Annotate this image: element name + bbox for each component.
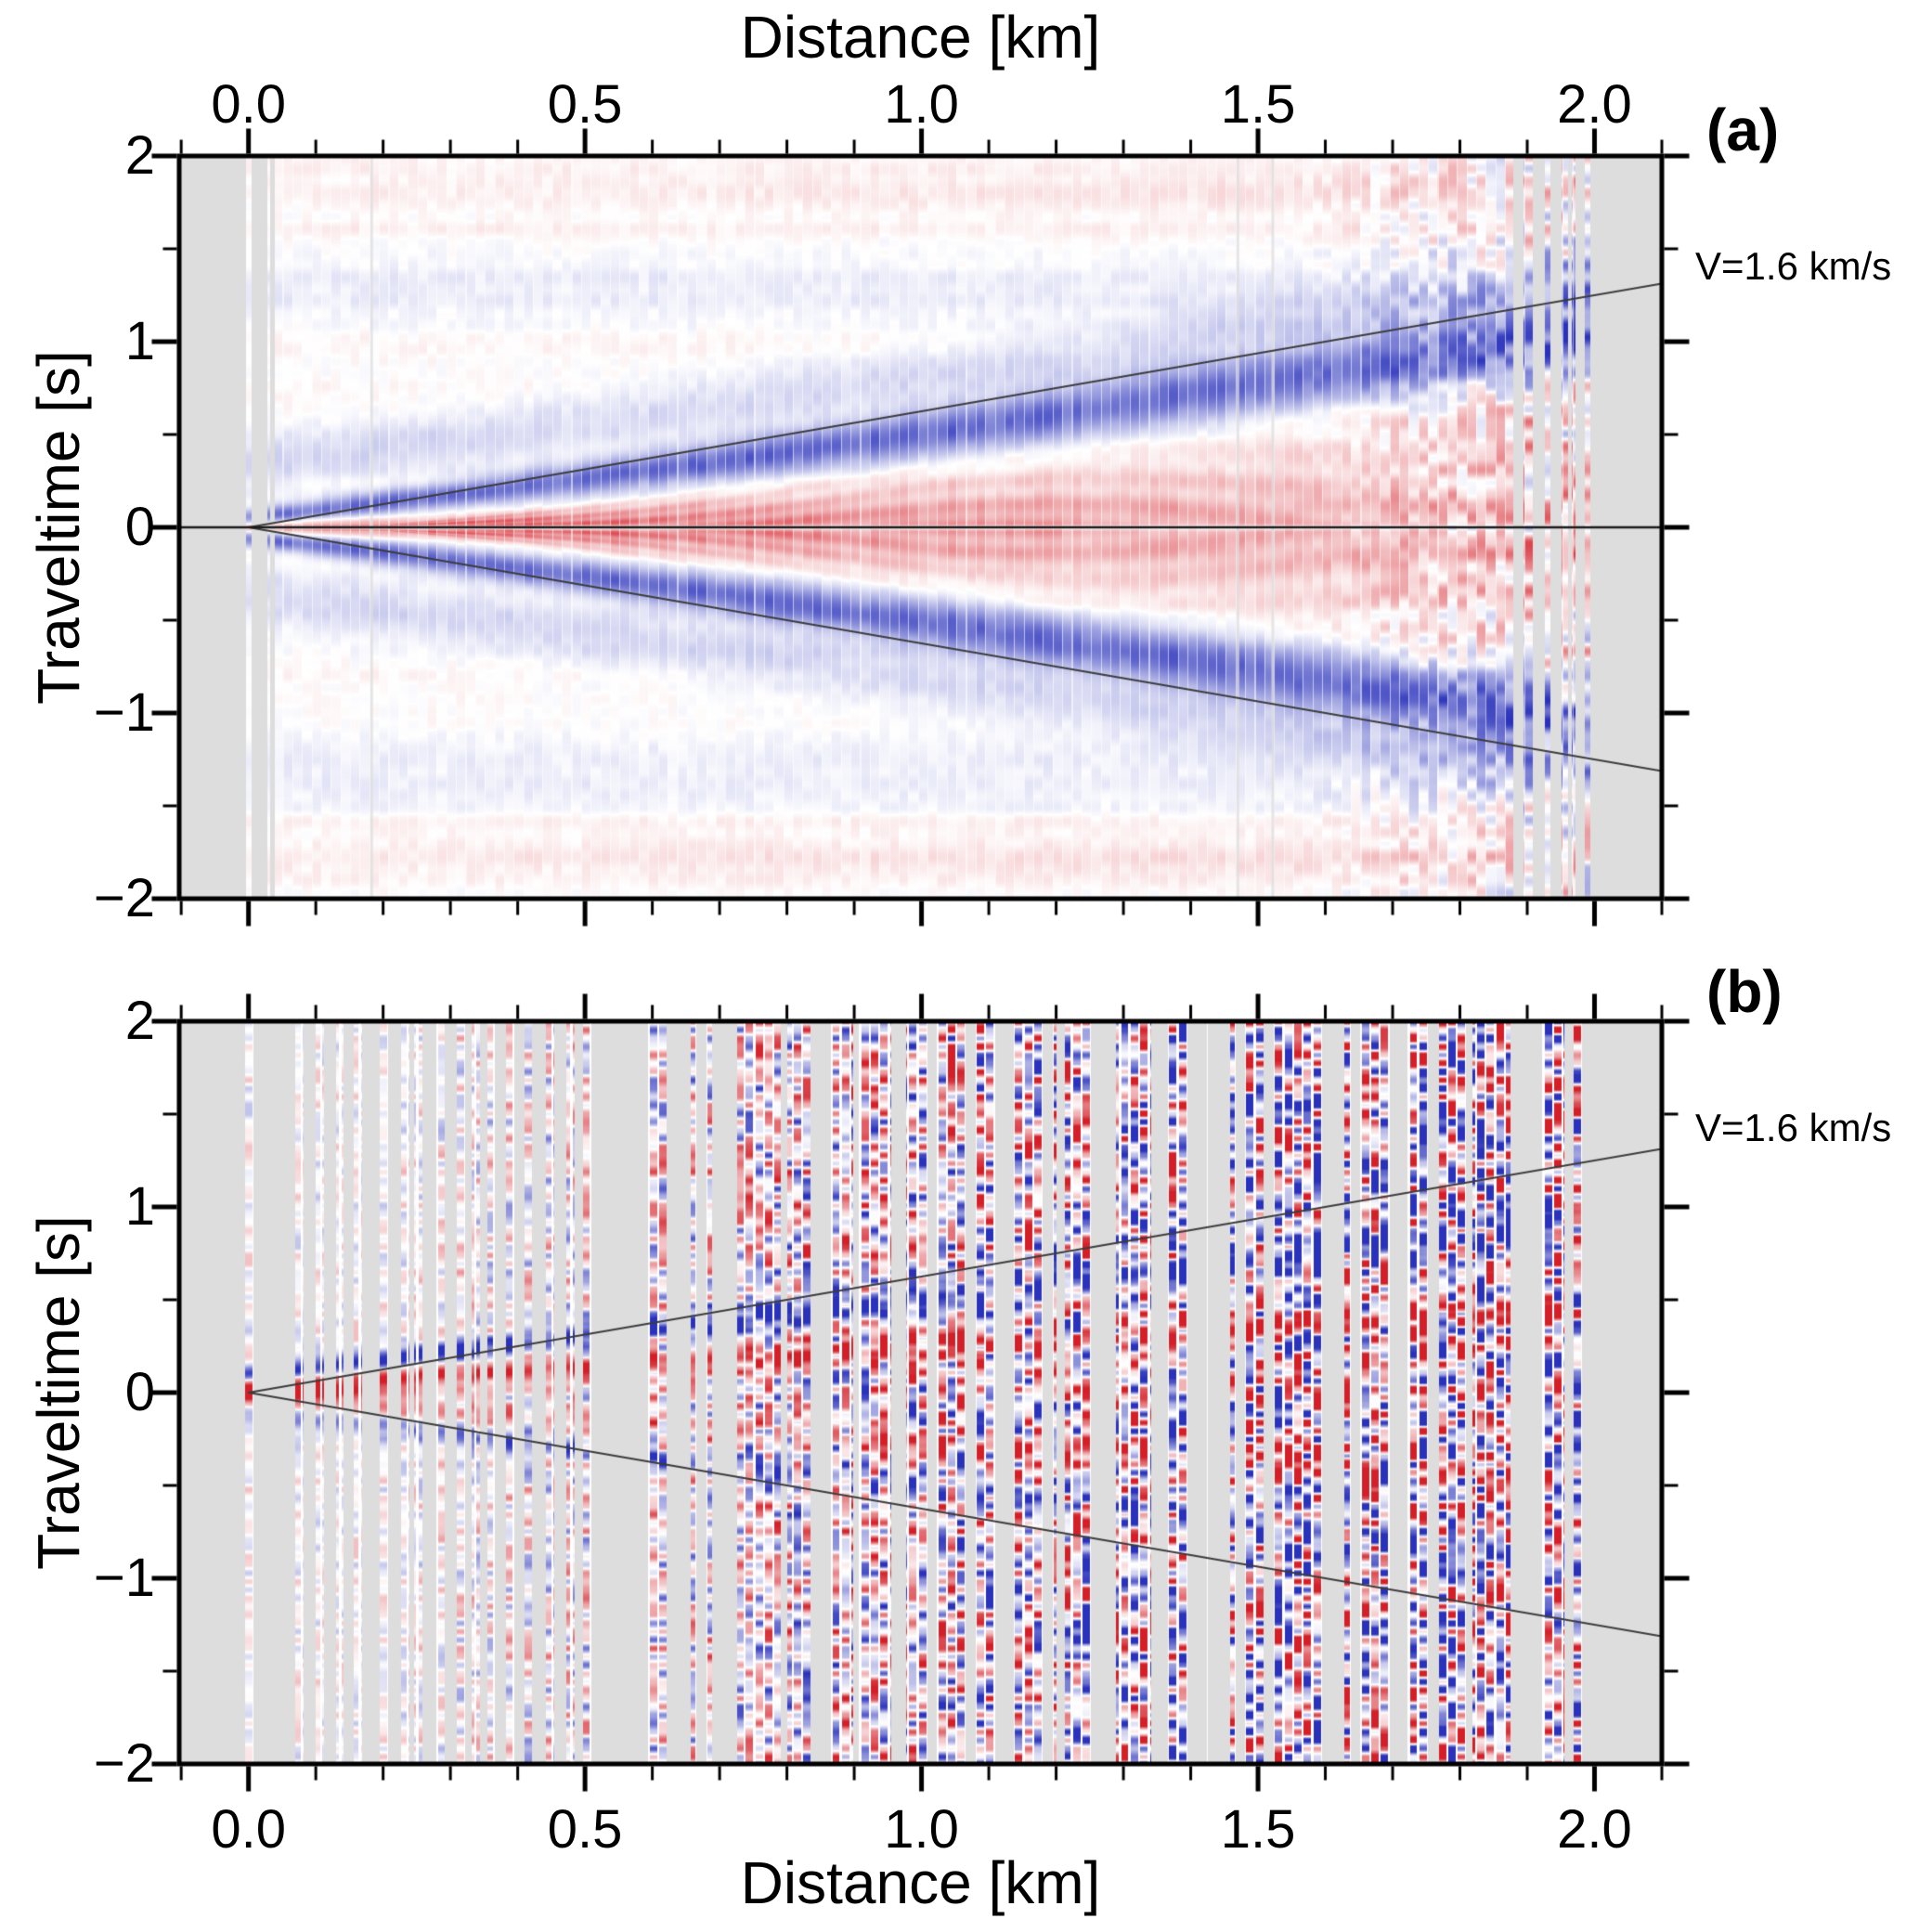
y-tick-label: 1 <box>124 1176 155 1237</box>
x-tick-label-bottom: 0.0 <box>211 1799 286 1860</box>
y-tick-label: 0 <box>124 1362 155 1422</box>
x-tick-label-top: 1.5 <box>1220 74 1296 135</box>
y-tick-label: 2 <box>124 125 155 186</box>
y-tick-label: −2 <box>93 868 155 928</box>
x-tick-label-bottom: 2.0 <box>1557 1799 1632 1860</box>
y-tick-label: 0 <box>124 497 155 557</box>
x-tick-label-top: 1.0 <box>884 74 959 135</box>
y-tick-label: 2 <box>124 991 155 1051</box>
velocity-annotation-panel-b: V=1.6 km/s <box>1695 1106 1892 1149</box>
panel-label-a: (a) <box>1706 97 1780 163</box>
y-tick-label: −1 <box>93 1548 155 1608</box>
x-tick-label-bottom: 1.5 <box>1220 1799 1296 1860</box>
x-axis-title-top: Distance [km] <box>740 4 1101 71</box>
panel-label-b: (b) <box>1706 958 1783 1025</box>
velocity-annotation-panel-a: V=1.6 km/s <box>1695 244 1892 288</box>
x-tick-label-top: 0.5 <box>547 74 623 135</box>
x-tick-label-top: 2.0 <box>1557 74 1632 135</box>
x-tick-label-bottom: 1.0 <box>884 1799 959 1860</box>
y-tick-label: 1 <box>124 311 155 371</box>
y-tick-label: −1 <box>93 682 155 743</box>
x-tick-label-bottom: 0.5 <box>547 1799 623 1860</box>
x-tick-label-top: 0.0 <box>211 74 286 135</box>
x-axis-title-bottom: Distance [km] <box>740 1849 1101 1916</box>
y-tick-label: −2 <box>93 1733 155 1794</box>
